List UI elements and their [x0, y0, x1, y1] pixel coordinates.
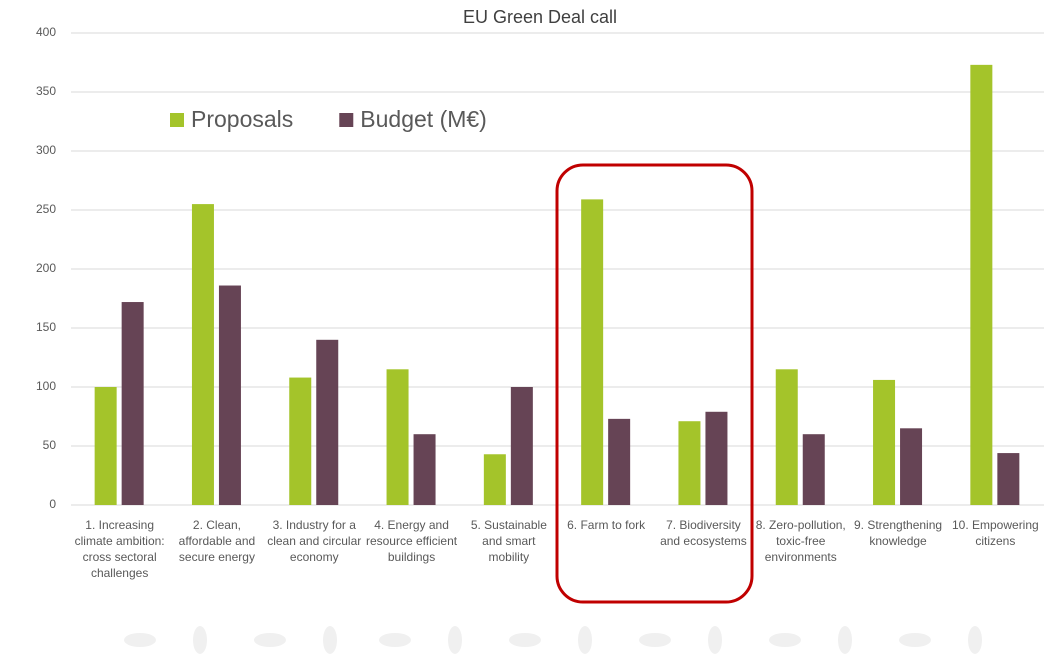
legend-swatch	[170, 113, 184, 127]
x-tick-label: 1. Increasing climate ambition: cross se…	[74, 518, 165, 580]
bar	[218, 285, 241, 505]
bar	[873, 379, 896, 505]
highlight-box	[555, 163, 754, 604]
x-tick-label: 10. Empowering citizens	[951, 518, 1039, 548]
y-tick-label: 350	[36, 84, 56, 98]
bar	[386, 369, 409, 505]
x-tick-label: 2. Clean, affordable and secure energy	[178, 518, 256, 564]
x-tick-label: 4. Energy and resource efficient buildin…	[365, 518, 458, 564]
y-tick-label: 50	[43, 438, 57, 452]
x-tick-label: 7. Biodiversity and ecosystems	[660, 518, 747, 548]
chart-title: EU Green Deal call	[463, 7, 617, 27]
y-tick-label: 400	[36, 25, 56, 39]
y-tick-label: 100	[36, 379, 56, 393]
bar	[121, 302, 144, 505]
bar	[94, 387, 117, 505]
y-tick-label: 150	[36, 320, 56, 334]
bar	[581, 199, 604, 505]
legend-label: Budget (M€)	[360, 106, 487, 132]
bar	[705, 411, 728, 505]
bar	[997, 453, 1020, 505]
x-tick-label: 5. Sustainable and smart mobility	[470, 518, 547, 564]
legend-label: Proposals	[191, 106, 293, 132]
y-tick-label: 300	[36, 143, 56, 157]
y-tick-label: 0	[49, 497, 56, 511]
x-tick-label: 9. Strengthening knowledge	[854, 518, 943, 548]
decoration	[124, 626, 982, 654]
bar	[316, 339, 339, 505]
x-tick-label: 3. Industry for a clean and circular eco…	[267, 518, 362, 564]
bar	[483, 454, 506, 505]
legend-swatch	[339, 113, 354, 127]
bar	[970, 64, 993, 506]
bar	[191, 204, 214, 505]
bar	[678, 421, 701, 505]
bar	[289, 377, 312, 505]
y-tick-label: 200	[36, 261, 56, 275]
bar	[510, 387, 533, 505]
bar	[608, 418, 631, 505]
bar	[413, 434, 436, 505]
x-tick-label: 8. Zero-pollution, toxic-free environmen…	[755, 518, 846, 564]
y-tick-label: 250	[36, 202, 56, 216]
x-tick-label: 6. Farm to fork	[567, 518, 646, 532]
bar	[802, 434, 825, 505]
bar	[775, 369, 798, 505]
bar	[900, 428, 923, 505]
